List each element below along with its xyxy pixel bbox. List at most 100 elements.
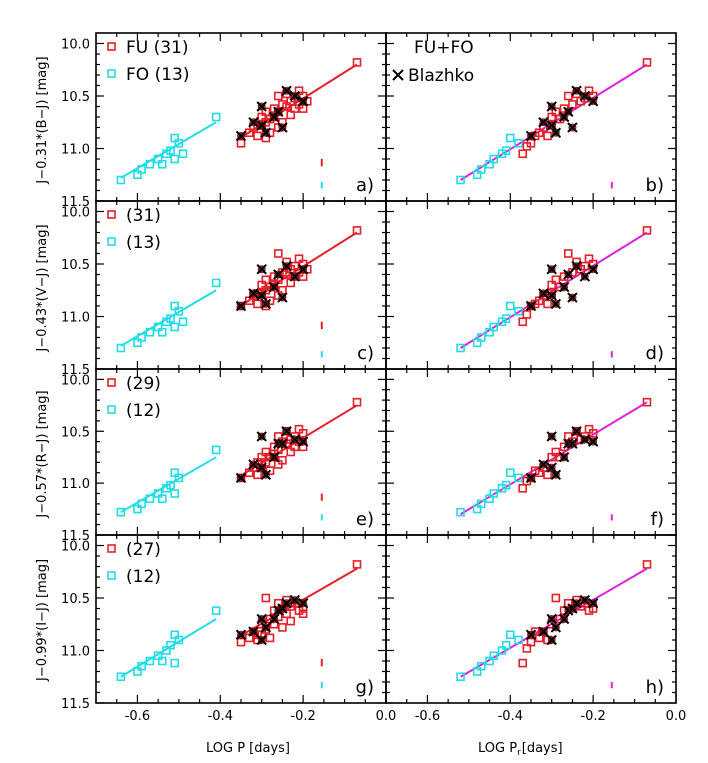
blazhko-marker bbox=[571, 85, 582, 96]
data-point bbox=[456, 175, 465, 185]
data-point bbox=[170, 658, 180, 668]
panel-frame bbox=[95, 32, 387, 202]
blazhko-marker bbox=[563, 269, 574, 280]
ylabel-row-4: J−0.99*(I−J) [mag] bbox=[35, 559, 50, 682]
panel-letter: e) bbox=[356, 509, 374, 530]
data-point bbox=[174, 635, 184, 645]
blazhko-marker bbox=[268, 451, 280, 463]
fit-line-fu-fo bbox=[460, 401, 648, 516]
panel-frame bbox=[385, 200, 677, 370]
legend-fo-swatch bbox=[107, 571, 116, 580]
blazhko-marker bbox=[558, 451, 570, 463]
blazhko-marker bbox=[235, 130, 247, 142]
panel-d: d) bbox=[385, 200, 677, 370]
blazhko-marker bbox=[587, 436, 599, 447]
fit-line-fo bbox=[120, 618, 217, 678]
blazhko-marker bbox=[579, 271, 591, 282]
data-point bbox=[265, 633, 275, 643]
blazhko-marker bbox=[558, 613, 570, 625]
blazhko-marker bbox=[235, 300, 247, 312]
panel-frame bbox=[385, 32, 677, 202]
data-point bbox=[157, 327, 167, 337]
x-tick-label: -0.2 bbox=[290, 709, 315, 724]
data-point bbox=[489, 154, 499, 164]
data-point bbox=[157, 159, 167, 169]
data-point bbox=[563, 249, 573, 258]
data-point bbox=[174, 473, 184, 483]
data-point bbox=[137, 165, 146, 174]
data-point bbox=[137, 661, 146, 671]
data-point bbox=[137, 333, 146, 342]
blazhko-marker bbox=[538, 459, 549, 470]
data-point bbox=[286, 616, 296, 626]
blazhko-marker bbox=[289, 434, 301, 445]
blazhko-marker bbox=[550, 622, 562, 633]
data-point bbox=[551, 593, 561, 603]
blazhko-marker bbox=[281, 260, 292, 272]
legend-blazhko-marker bbox=[392, 69, 404, 81]
blazhko-marker bbox=[277, 438, 288, 449]
blazhko-marker bbox=[525, 472, 537, 484]
blazhko-marker bbox=[256, 120, 267, 131]
blazhko-marker bbox=[538, 626, 549, 637]
data-point bbox=[642, 226, 652, 235]
blazhko-marker bbox=[289, 90, 301, 102]
data-point bbox=[489, 489, 499, 498]
data-point bbox=[352, 560, 362, 569]
blazhko-marker bbox=[525, 130, 537, 142]
data-point bbox=[116, 175, 126, 185]
data-point bbox=[456, 507, 465, 517]
data-point bbox=[211, 445, 221, 455]
blazhko-marker bbox=[297, 598, 309, 609]
blazhko-marker bbox=[260, 127, 272, 138]
blazhko-marker bbox=[268, 613, 280, 625]
data-point bbox=[116, 507, 126, 517]
ylabel-row-1: J−0.31*(B−J) [mag] bbox=[35, 56, 50, 184]
x-tick-label: -0.6 bbox=[415, 709, 440, 724]
data-point bbox=[211, 278, 221, 288]
data-point bbox=[253, 299, 262, 309]
data-point bbox=[642, 58, 652, 67]
panel-e: 10.0 10.5 11.0 11.5 e) (29) (12) bbox=[61, 368, 387, 544]
blazhko-marker bbox=[571, 426, 582, 437]
x-tick-label: 0.0 bbox=[666, 709, 687, 724]
blazhko-marker bbox=[273, 269, 284, 280]
panel-g: 10.0 10.5 11.0 11.5 -0.6 -0.4 -0.2 0.0g) (27) (12… bbox=[61, 534, 396, 724]
blazhko-marker bbox=[289, 594, 301, 606]
blazhko-marker bbox=[546, 613, 557, 625]
y-tick-label: 11.0 bbox=[61, 645, 90, 660]
data-point bbox=[514, 138, 523, 148]
blazhko-marker bbox=[579, 434, 591, 445]
y-tick-label: 10.5 bbox=[61, 90, 90, 105]
data-point bbox=[174, 138, 184, 148]
data-point bbox=[352, 226, 362, 235]
data-point bbox=[298, 429, 308, 438]
blazhko-marker bbox=[563, 106, 574, 117]
data-point bbox=[253, 131, 262, 141]
legend-fo-label: (12) bbox=[126, 567, 161, 587]
blazhko-marker bbox=[256, 264, 267, 275]
data-point bbox=[514, 473, 523, 483]
data-point bbox=[514, 306, 523, 316]
fit-line-fu-fo bbox=[460, 567, 648, 678]
data-point bbox=[166, 314, 175, 323]
data-point bbox=[489, 322, 499, 332]
data-point bbox=[170, 154, 180, 164]
data-point bbox=[157, 656, 167, 666]
blazhko-marker bbox=[277, 603, 288, 614]
data-point bbox=[145, 159, 155, 169]
legend-fu-label: (27) bbox=[126, 540, 161, 560]
y-tick-label: 11.0 bbox=[61, 477, 90, 492]
blazhko-marker bbox=[567, 292, 578, 303]
blazhko-marker bbox=[571, 260, 582, 272]
panels: 10.0 10.5 11.0 11.5 a) FU (31) FO (13) b) FU+FO B… bbox=[61, 32, 687, 724]
blazhko-marker bbox=[273, 106, 284, 117]
blazhko-marker bbox=[256, 634, 267, 646]
panel-c: 10.0 10.5 11.0 11.5 c) (31) (13) bbox=[61, 200, 387, 378]
data-point bbox=[514, 635, 523, 645]
y-tick-label: 10.5 bbox=[61, 592, 90, 607]
data-point bbox=[137, 499, 146, 509]
legend-fo-swatch bbox=[107, 237, 116, 246]
blazhko-marker bbox=[525, 629, 537, 640]
data-point bbox=[489, 651, 499, 661]
